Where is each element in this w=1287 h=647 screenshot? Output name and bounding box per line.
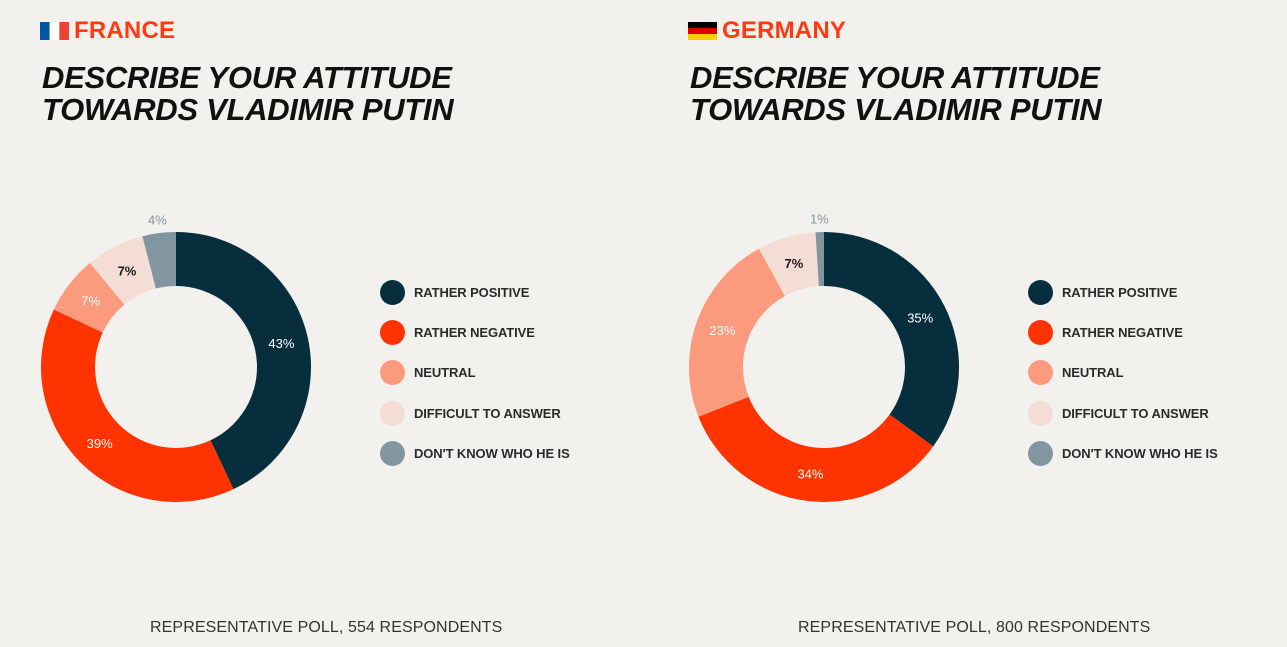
title-line-2: TOWARDS VLADIMIR PUTIN — [690, 92, 1102, 127]
title-line-2: TOWARDS VLADIMIR PUTIN — [42, 92, 454, 127]
title-line-1: DESCRIBE YOUR ATTITUDE — [690, 60, 1100, 95]
data-label: 1% — [810, 212, 829, 227]
legend-swatch — [1028, 319, 1053, 345]
germany-flag-icon — [688, 22, 717, 40]
slice-rather-positive — [176, 232, 311, 490]
slice-dont-know — [815, 232, 824, 287]
legend-label: DON'T KNOW WHO HE IS — [414, 445, 570, 461]
poll-footnote: REPRESENTATIVE POLL, 554 RESPONDENTS — [150, 619, 503, 636]
donut-chart: 43% 39% 7% 7% 4% — [41, 213, 311, 502]
slice-rather-positive — [824, 232, 959, 447]
legend-swatch — [1028, 400, 1053, 426]
data-label: 7% — [118, 263, 137, 278]
legend-swatch — [380, 279, 405, 305]
title-line-1: DESCRIBE YOUR ATTITUDE — [42, 60, 452, 95]
legend-label: DIFFICULT TO ANSWER — [1062, 405, 1209, 421]
germany-panel: GERMANY DESCRIBE YOUR ATTITUDE TOWARDS V… — [648, 0, 1287, 647]
data-label: 7% — [81, 293, 100, 308]
data-label: 39% — [87, 436, 113, 451]
france-flag-icon — [40, 22, 69, 40]
legend-item-neutral: NEUTRAL — [380, 353, 570, 393]
legend-item-difficult-to-answer: DIFFICULT TO ANSWER — [1028, 393, 1218, 433]
data-label: 43% — [268, 336, 294, 351]
slice-dont-know — [142, 232, 176, 289]
legend-item-neutral: NEUTRAL — [1028, 353, 1218, 393]
chart-legend: RATHER POSITIVE RATHER NEGATIVE NEUTRAL … — [1028, 272, 1218, 473]
slice-difficult-to-answer — [758, 232, 819, 297]
legend-label: NEUTRAL — [1062, 365, 1124, 381]
legend-swatch — [380, 400, 405, 426]
legend-label: DIFFICULT TO ANSWER — [414, 405, 561, 421]
legend-swatch — [1028, 279, 1053, 305]
donut-chart: 35% 34% 23% 7% 1% — [689, 212, 959, 502]
slice-rather-negative — [41, 309, 234, 502]
slice-difficult-to-answer — [89, 236, 156, 305]
legend-label: RATHER NEGATIVE — [1062, 324, 1183, 340]
data-label: 4% — [148, 213, 167, 228]
legend-item-rather-positive: RATHER POSITIVE — [1028, 272, 1218, 312]
country-heading: FRANCE — [40, 17, 175, 45]
slice-neutral — [689, 248, 785, 417]
poll-footnote: REPRESENTATIVE POLL, 800 RESPONDENTS — [798, 619, 1151, 636]
legend-item-rather-negative: RATHER NEGATIVE — [380, 312, 570, 352]
chart-title: DESCRIBE YOUR ATTITUDE TOWARDS VLADIMIR … — [42, 60, 454, 127]
legend-swatch — [380, 360, 405, 386]
legend-swatch — [1028, 440, 1053, 466]
data-label: 7% — [784, 256, 803, 271]
legend-label: RATHER POSITIVE — [1062, 284, 1178, 300]
data-label: 35% — [907, 310, 933, 325]
legend-item-rather-negative: RATHER NEGATIVE — [1028, 312, 1218, 352]
legend-item-dont-know: DON'T KNOW WHO HE IS — [380, 433, 570, 473]
slice-rather-negative — [698, 396, 934, 502]
legend-item-dont-know: DON'T KNOW WHO HE IS — [1028, 433, 1218, 473]
data-label: 34% — [797, 467, 823, 482]
legend-item-difficult-to-answer: DIFFICULT TO ANSWER — [380, 393, 570, 433]
data-label: 23% — [709, 323, 735, 338]
legend-label: NEUTRAL — [414, 365, 476, 381]
legend-label: DON'T KNOW WHO HE IS — [1062, 445, 1218, 461]
country-name: GERMANY — [722, 17, 847, 44]
legend-item-rather-positive: RATHER POSITIVE — [380, 272, 570, 312]
legend-label: RATHER POSITIVE — [414, 284, 530, 300]
france-panel: FRANCE DESCRIBE YOUR ATTITUDE TOWARDS VL… — [0, 0, 643, 647]
country-name: FRANCE — [74, 17, 176, 44]
slice-neutral — [53, 262, 125, 333]
legend-label: RATHER NEGATIVE — [414, 324, 535, 340]
legend-swatch — [1028, 360, 1053, 386]
legend-swatch — [380, 440, 405, 466]
chart-legend: RATHER POSITIVE RATHER NEGATIVE NEUTRAL … — [380, 272, 570, 473]
legend-swatch — [380, 319, 405, 345]
chart-title: DESCRIBE YOUR ATTITUDE TOWARDS VLADIMIR … — [690, 60, 1102, 127]
country-heading: GERMANY — [688, 17, 846, 45]
